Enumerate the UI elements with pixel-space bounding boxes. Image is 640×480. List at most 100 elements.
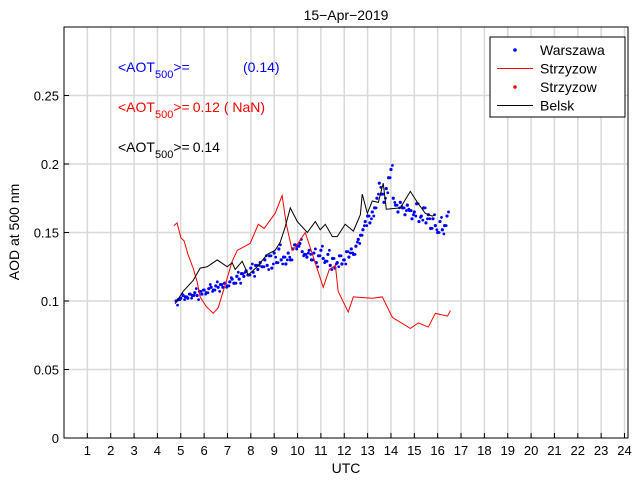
- series-warszawa-dots-point: [295, 247, 299, 251]
- series-warszawa-dots-point: [179, 296, 183, 300]
- series-warszawa-dots-point: [375, 196, 379, 200]
- series-warszawa-dots-point: [326, 252, 330, 257]
- series-warszawa-dots-point: [412, 210, 416, 214]
- x-tick-label: 23: [594, 443, 608, 458]
- series-warszawa-dots-point: [279, 258, 283, 262]
- x-tick-label: 10: [290, 443, 304, 458]
- x-tick-label: 11: [314, 443, 328, 458]
- series-warszawa-dots-point: [431, 217, 435, 221]
- x-tick-label: 7: [224, 443, 231, 458]
- series-warszawa-dots-point: [272, 251, 276, 255]
- series-warszawa-dots-point: [409, 209, 413, 212]
- x-tick-label: 17: [454, 443, 468, 458]
- y-tick-label: 0.05: [34, 363, 59, 378]
- series-warszawa-dots-point: [442, 232, 446, 236]
- series-warszawa-dots-point: [320, 244, 324, 248]
- x-tick-label: 2: [107, 443, 114, 458]
- series-warszawa-dots-point: [197, 298, 201, 302]
- series-warszawa-dots-point: [337, 265, 341, 269]
- series-warszawa-dots-point: [277, 247, 281, 251]
- series-warszawa-dots-point: [208, 283, 212, 286]
- series-warszawa-dots-point: [363, 224, 366, 228]
- series-warszawa-dots-point: [309, 253, 313, 256]
- series-warszawa-dots-point: [265, 263, 269, 267]
- legend-dot-icon: [513, 85, 517, 89]
- series-warszawa-dots-point: [435, 228, 439, 232]
- x-tick-label: 15: [407, 443, 421, 458]
- series-warszawa-dots-point: [430, 226, 434, 230]
- series-warszawa-dots-point: [202, 288, 206, 292]
- series-warszawa-dots-point: [384, 187, 388, 191]
- aot-suffix: >=: [173, 139, 189, 155]
- series-warszawa-dots-point: [271, 262, 275, 266]
- series-warszawa-dots-point: [283, 255, 287, 259]
- series-warszawa-dots-point: [358, 242, 362, 245]
- series-warszawa-dots-point: [228, 280, 232, 284]
- series-warszawa-dots-point: [235, 274, 239, 278]
- series-warszawa-dots-point: [398, 200, 402, 204]
- series-warszawa-dots-point: [370, 210, 374, 214]
- series-warszawa-dots-point: [274, 255, 278, 259]
- series-warszawa-dots-point: [346, 250, 350, 254]
- series-warszawa-dots-point: [402, 206, 406, 210]
- series-warszawa-dots-point: [437, 231, 441, 234]
- series-warszawa-dots-point: [200, 292, 204, 296]
- aot-prefix: <AOT: [118, 139, 155, 155]
- series-warszawa-dots-point: [379, 185, 383, 189]
- series-warszawa-dots-point: [424, 221, 428, 225]
- x-tick-label: 4: [154, 443, 161, 458]
- series-belsk-line-line: [174, 183, 436, 305]
- x-tick-label: 16: [430, 443, 444, 458]
- aot-suffix: >=: [173, 99, 189, 115]
- annotations: <AOT500>= (0.14)<AOT500>= 0.12 ( NaN)<AOT5…: [118, 59, 280, 161]
- series-warszawa-dots-point: [423, 206, 427, 210]
- series-warszawa-dots-point: [374, 206, 378, 210]
- series-warszawa-dots-point: [262, 265, 266, 269]
- aot-annotation: <AOT500>= 0.12 ( NaN): [118, 99, 265, 121]
- legend-label: Warszawa: [540, 42, 605, 58]
- series-warszawa-dots-point: [349, 247, 353, 251]
- series-warszawa-dots-point: [347, 255, 351, 259]
- series-warszawa-dots-point: [194, 287, 198, 291]
- series-warszawa-dots-point: [278, 243, 282, 247]
- legend-dot-icon: [513, 48, 517, 52]
- series-warszawa-dots-point: [339, 254, 343, 258]
- series-warszawa-dots-point: [236, 270, 240, 274]
- y-tick-label: 0.15: [34, 226, 59, 241]
- x-tick-label: 1: [84, 443, 91, 458]
- series-warszawa-dots-point: [332, 257, 336, 260]
- series-warszawa-dots-point: [367, 214, 371, 218]
- series-warszawa-dots-point: [285, 258, 289, 262]
- series-warszawa-dots-point: [290, 258, 294, 262]
- aot-annotation: <AOT500>=: [118, 59, 190, 81]
- y-tick-label: 0.2: [41, 157, 59, 172]
- series-warszawa-dots-point: [325, 259, 329, 263]
- series-warszawa-dots-point: [300, 250, 304, 254]
- series-warszawa-dots-point: [216, 285, 220, 289]
- series-warszawa-dots-point: [250, 262, 254, 266]
- x-tick-label: 13: [360, 443, 374, 458]
- aot-subscript: 500: [155, 149, 173, 161]
- x-tick-label: 24: [617, 443, 631, 458]
- series-warszawa-dots-point: [186, 296, 190, 300]
- x-tick-label: 8: [247, 443, 254, 458]
- series-warszawa-dots-point: [328, 263, 332, 267]
- series-warszawa-dots-point: [381, 192, 385, 196]
- series-warszawa-dots-point: [297, 244, 301, 248]
- x-tick-label: 12: [337, 443, 351, 458]
- series-warszawa-dots-point: [414, 214, 418, 218]
- series-warszawa-dots-point: [410, 217, 414, 221]
- series-warszawa-dots-point: [321, 256, 325, 261]
- aot-annotation: <AOT500>= 0.14: [118, 139, 220, 161]
- series-warszawa-dots-point: [421, 218, 425, 222]
- series-warszawa-dots-point: [253, 274, 257, 278]
- series-warszawa-dots-point: [227, 284, 231, 288]
- series-warszawa-dots-point: [215, 280, 219, 284]
- series-warszawa-dots-point: [281, 262, 285, 266]
- series-warszawa-dots-point: [335, 261, 339, 265]
- x-tick-label: 14: [384, 443, 398, 458]
- series-warszawa-dots-point: [438, 219, 442, 224]
- y-tick-label: 0.1: [41, 294, 59, 309]
- series-warszawa-dots-point: [403, 213, 407, 217]
